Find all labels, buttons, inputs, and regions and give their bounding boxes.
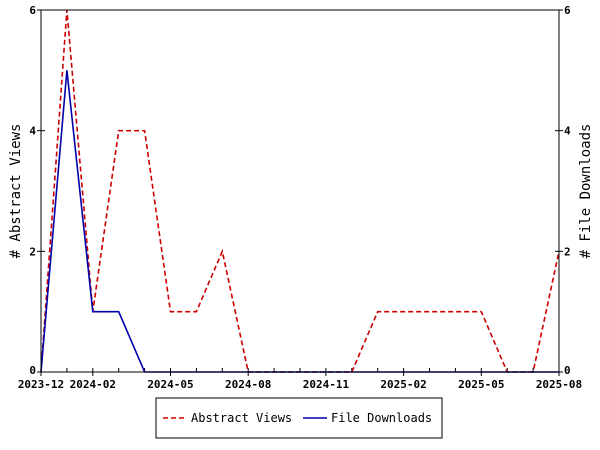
y-axis-left-title: # Abstract Views [8,124,24,259]
x-tick-label: 2024-05 [147,378,193,391]
x-tick-label: 2025-02 [380,378,426,391]
y-tick-label-right: 4 [564,125,571,138]
series-line-abstract-views [40,9,560,373]
plot-area-frame [40,9,560,373]
series-line-file-downloads [40,70,559,373]
y-tick-label-left: 2 [29,245,36,258]
x-tick-label: 2023-12 [18,378,64,391]
x-tick-label: 2024-02 [70,378,116,391]
y-tick-label-left: 4 [29,125,36,138]
y-tick-label-right: 2 [564,245,571,258]
tick-labels-layer: 2023-12 2024-02 2024-05 2024-08 2024-11 2025-… [18,4,582,391]
ticks-layer [37,9,563,376]
y-tick-label-left: 0 [29,364,36,377]
legend: Abstract Views File Downloads [155,397,443,439]
y-tick-label-right: 6 [564,4,571,17]
legend-label: File Downloads [331,411,432,425]
x-tick-label: 2025-08 [536,378,582,391]
y-axis-right-title: # File Downloads [578,124,594,259]
x-tick-label: 2025-05 [458,378,504,391]
y-tick-label-left: 6 [29,4,36,17]
legend-box [155,397,443,439]
legend-label: Abstract Views [191,411,292,425]
x-tick-label: 2024-08 [225,378,271,391]
x-tick-label: 2024-11 [303,378,350,391]
series-layer [40,9,560,373]
y-tick-label-right: 0 [564,364,571,377]
